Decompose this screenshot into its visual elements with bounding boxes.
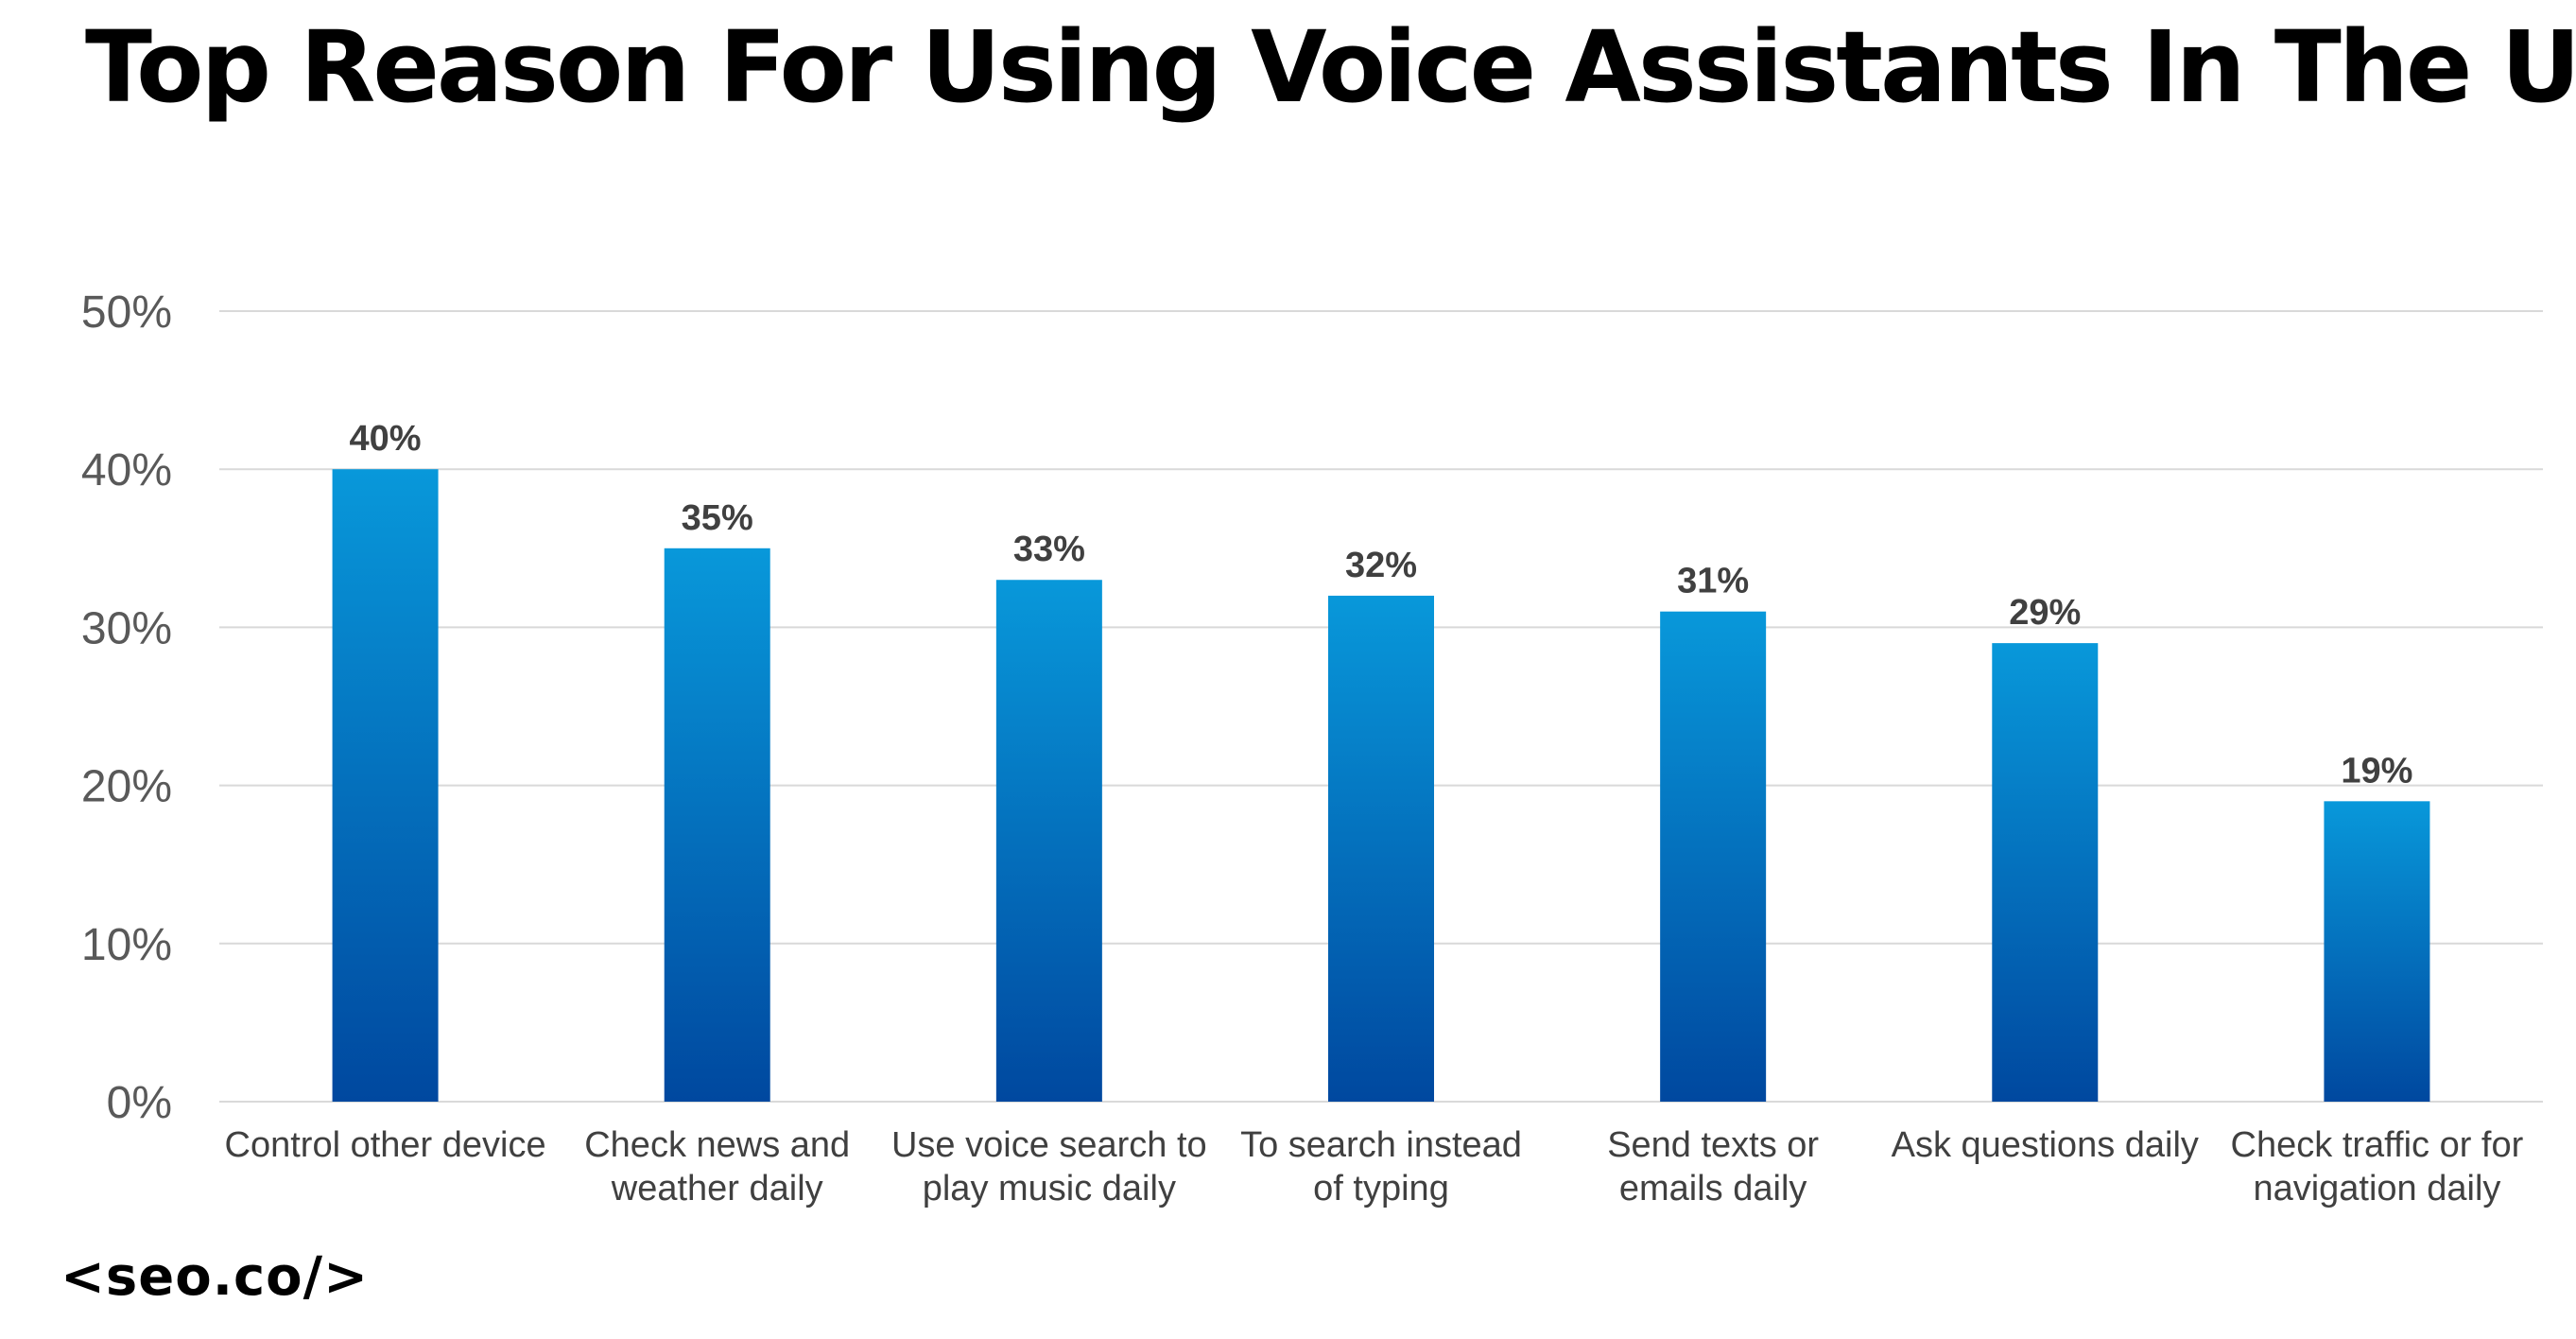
- bar: [332, 469, 439, 1102]
- x-tick-label: Check news and weather daily: [584, 1125, 850, 1209]
- y-tick-label: 40%: [81, 445, 172, 496]
- bar: [1328, 595, 1434, 1102]
- data-labels: 40% 35% 33% 32% 31% 29% 19%: [350, 419, 2413, 791]
- x-tick-label: To search instead of typing: [1240, 1125, 1522, 1209]
- y-tick-label: 0%: [107, 1078, 172, 1128]
- data-label: 29%: [2009, 593, 2081, 633]
- data-label: 33%: [1013, 530, 1085, 569]
- x-axis-ticks: Control other device Check news and weathe…: [225, 1125, 2524, 1209]
- brand-logo: <seo.co/>: [61, 1246, 370, 1308]
- y-axis-ticks: 0% 10% 20% 30% 40% 50%: [81, 287, 172, 1128]
- y-tick-label: 50%: [81, 287, 172, 338]
- bar: [664, 548, 770, 1102]
- data-label: 35%: [682, 498, 753, 538]
- y-tick-label: 20%: [81, 762, 172, 812]
- chart-title: Top Reason For Using Voice Assistants In…: [85, 9, 2576, 125]
- bar: [1992, 643, 2099, 1102]
- x-tick-label: Check traffic or for navigation daily: [2231, 1125, 2524, 1209]
- x-tick-label: Send texts or emails daily: [1607, 1125, 1819, 1209]
- bar: [1660, 611, 1767, 1102]
- x-tick-label: Control other device: [225, 1125, 546, 1165]
- y-tick-label: 30%: [81, 603, 172, 653]
- data-label: 40%: [350, 419, 422, 459]
- y-tick-label: 10%: [81, 920, 172, 970]
- bar: [2324, 801, 2430, 1102]
- x-tick-label: Ask questions daily: [1892, 1125, 2199, 1165]
- bars: [332, 469, 2430, 1102]
- data-label: 32%: [1345, 546, 1417, 585]
- x-tick-label: Use voice search to play music daily: [891, 1125, 1207, 1209]
- bar: [995, 580, 1102, 1102]
- data-label: 31%: [1677, 562, 1749, 601]
- data-label: 19%: [2341, 751, 2412, 791]
